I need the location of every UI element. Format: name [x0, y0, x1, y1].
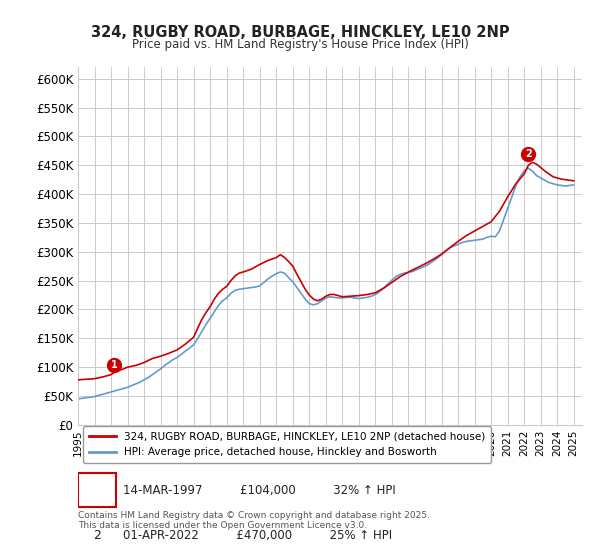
- Text: Contains HM Land Registry data © Crown copyright and database right 2025.
This d: Contains HM Land Registry data © Crown c…: [78, 511, 430, 530]
- Text: 1: 1: [93, 483, 101, 497]
- Text: 2: 2: [93, 529, 101, 542]
- Text: 2: 2: [525, 149, 532, 158]
- Text: 01-APR-2022          £470,000          25% ↑ HPI: 01-APR-2022 £470,000 25% ↑ HPI: [124, 529, 392, 542]
- FancyBboxPatch shape: [78, 473, 116, 507]
- Text: 14-MAR-1997          £104,000          32% ↑ HPI: 14-MAR-1997 £104,000 32% ↑ HPI: [124, 483, 396, 497]
- Text: 324, RUGBY ROAD, BURBAGE, HINCKLEY, LE10 2NP: 324, RUGBY ROAD, BURBAGE, HINCKLEY, LE10…: [91, 25, 509, 40]
- Text: 1: 1: [111, 360, 118, 370]
- Text: Price paid vs. HM Land Registry's House Price Index (HPI): Price paid vs. HM Land Registry's House …: [131, 38, 469, 50]
- Legend: 324, RUGBY ROAD, BURBAGE, HINCKLEY, LE10 2NP (detached house), HPI: Average pric: 324, RUGBY ROAD, BURBAGE, HINCKLEY, LE10…: [83, 426, 491, 464]
- FancyBboxPatch shape: [78, 519, 116, 553]
